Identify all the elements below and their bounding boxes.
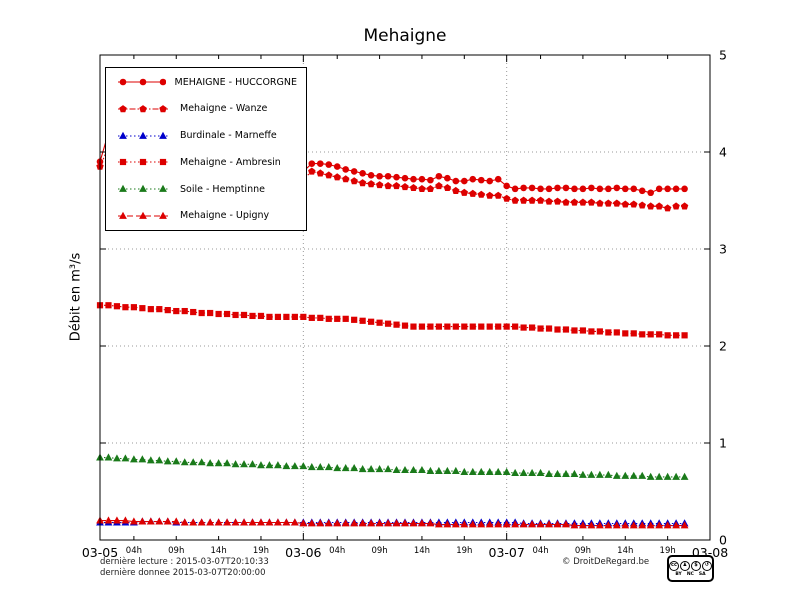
series-soile-hemptinne [96, 453, 689, 480]
x-minor-tick-label: 04h [329, 546, 345, 556]
badge-label-by: BY [675, 571, 682, 577]
x-minor-tick-label: 19h [660, 546, 676, 556]
x-minor-tick-label: 19h [253, 546, 269, 556]
x-minor-tick-label: 04h [126, 546, 142, 556]
badge-label-nc: NC [686, 571, 694, 577]
legend-item-label: Burdinale - Marneffe [180, 130, 277, 142]
y-tick-label: 4 [719, 145, 727, 160]
attribution-person-icon: ♟ [680, 560, 690, 571]
share-alike-arrows-icon: ↺ [702, 560, 712, 571]
x-minor-tick-label: 04h [532, 546, 548, 556]
legend-sample-circle-icon [118, 78, 166, 86]
legend-item-mehaigne-huccorgne: MEHAIGNE - HUCCORGNE [115, 75, 297, 89]
x-major-tick-label: 03-05 [82, 545, 118, 560]
x-major-tick-label: 03-07 [489, 545, 525, 560]
cc-logo-icon: cc [669, 560, 679, 571]
x-major-tick-label: 03-06 [285, 545, 321, 560]
legend-sample-triangle-icon [118, 131, 168, 139]
y-tick-label: 1 [719, 436, 727, 451]
legend-item-label: Mehaigne - Wanze [180, 103, 268, 115]
legend-item-mehaigne-upigny: Mehaigne - Upigny [115, 209, 297, 223]
footer-last-read: dernière lecture : 2015-03-07T20:10:33 [100, 557, 269, 567]
y-axis-label: Débit en m³/s [68, 252, 84, 342]
legend-sample-square-icon [118, 159, 168, 166]
legend-item-label: Mehaigne - Upigny [180, 210, 270, 222]
legend-sample-triangle-icon [118, 211, 168, 219]
x-minor-tick-label: 09h [371, 546, 387, 556]
x-minor-tick-label: 14h [617, 546, 633, 556]
legend-item-mehaigne-wanze: Mehaigne - Wanze [115, 102, 297, 116]
gridlines [100, 55, 710, 540]
plot-frame [99, 54, 711, 541]
y-tick-label: 5 [719, 48, 727, 63]
x-minor-tick-label: 14h [211, 546, 227, 556]
legend-item-burdinale-marneffe: Burdinale - Marneffe [115, 129, 297, 143]
footer-last-data: dernière donnee 2015-03-07T20:00:00 [100, 568, 266, 578]
x-minor-tick-label: 19h [456, 546, 472, 556]
legend-item-mehaigne-ambresin: Mehaigne - Ambresin [115, 155, 297, 169]
x-minor-tick-label: 09h [168, 546, 184, 556]
y-tick-label: 2 [719, 339, 727, 354]
cc-license-badge: cc ♟ $ ↺ BY NC SA [667, 555, 714, 582]
legend-sample-triangle-icon [118, 184, 168, 193]
x-minor-tick-label: 09h [575, 546, 591, 556]
badge-label-sa: SA [698, 571, 706, 577]
legend-item-label: Soile - Hemptinne [180, 183, 265, 195]
copyright-text: © DroitDeRegard.be [562, 557, 650, 567]
legend-sample-pentagon-icon [118, 104, 168, 112]
legend-item-soile-hemptinne: Soile - Hemptinne [115, 182, 297, 196]
legend-item-label: MEHAIGNE - HUCCORGNE [174, 76, 298, 88]
y-tick-label: 3 [719, 242, 727, 257]
legend-item-label: Mehaigne - Ambresin [180, 156, 281, 168]
page-title: Mehaigne [363, 26, 447, 46]
cc-license-labels: BY NC SA [675, 572, 705, 577]
non-commercial-dollar-icon: $ [691, 560, 701, 571]
cc-license-icons: cc ♟ $ ↺ [669, 560, 712, 571]
y-tick-label: 0 [719, 533, 727, 548]
series-mehaigne-ambresin [96, 302, 688, 339]
x-minor-tick-label: 14h [414, 546, 430, 556]
legend: MEHAIGNE - HUCCORGNE Mehaigne - Wanze Burd… [105, 67, 307, 231]
